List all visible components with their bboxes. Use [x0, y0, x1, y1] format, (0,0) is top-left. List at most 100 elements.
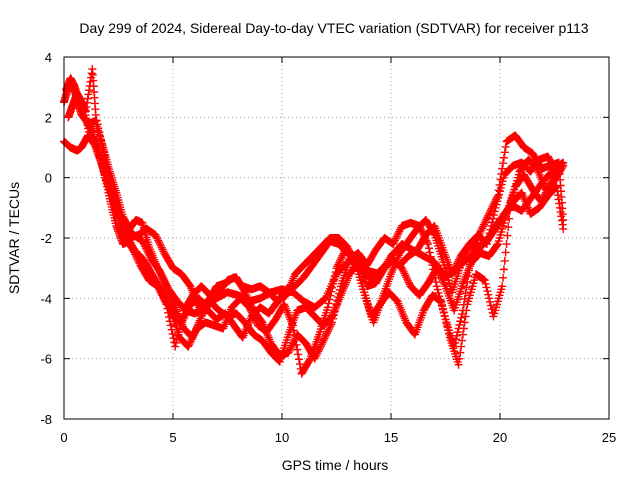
tick-labels: 0 5 10 15 20 25 -8 -6 -4 -2 0 2 4: [40, 50, 616, 445]
data-point: [404, 278, 413, 287]
data-point: [482, 283, 491, 292]
y-tick-label: -6: [40, 352, 52, 367]
data-point: [481, 279, 490, 288]
data-point: [328, 318, 337, 327]
data-point: [489, 200, 498, 209]
data-point: [185, 340, 194, 349]
data-point: [332, 264, 341, 273]
data-point: [335, 258, 344, 267]
data-point: [98, 143, 107, 152]
data-point: [505, 214, 514, 223]
data-point: [156, 287, 165, 296]
data-point: [320, 334, 329, 343]
data-point: [176, 320, 185, 329]
data-point: [462, 283, 471, 292]
data-point: [452, 261, 461, 270]
data-point: [155, 285, 164, 294]
data-point: [102, 160, 111, 169]
data-point: [152, 232, 161, 241]
y-tick-label: 2: [45, 110, 52, 125]
data-point: [153, 282, 162, 291]
data-point: [332, 300, 341, 309]
data-point: [456, 317, 465, 326]
data-point: [403, 275, 412, 284]
data-point: [324, 325, 333, 334]
data-point: [432, 264, 441, 273]
data-point: [295, 360, 304, 369]
data-point: [172, 338, 181, 347]
data-point: [288, 321, 297, 330]
data-point: [329, 275, 338, 284]
data-point: [161, 298, 170, 307]
data-point: [390, 238, 399, 247]
data-point: [436, 271, 445, 280]
data-point: [454, 257, 463, 266]
data-point: [156, 241, 165, 250]
data-point: [155, 238, 164, 247]
data-point: [315, 343, 324, 352]
data-point: [313, 349, 322, 358]
data-points: [60, 65, 568, 378]
data-point: [503, 231, 512, 240]
data-point: [321, 332, 330, 341]
data-point: [456, 348, 465, 357]
data-point: [172, 335, 181, 344]
data-point: [458, 336, 467, 345]
data-point: [327, 287, 336, 296]
data-point: [163, 304, 172, 313]
data-point: [96, 132, 105, 141]
data-point: [328, 283, 337, 292]
data-point: [395, 227, 404, 236]
data-point: [97, 139, 106, 148]
data-point: [154, 265, 163, 274]
data-point: [335, 256, 344, 265]
data-point: [494, 186, 503, 195]
data-point: [491, 197, 500, 206]
data-point: [448, 268, 457, 277]
data-point: [460, 294, 469, 303]
data-point: [453, 328, 462, 337]
data-point: [484, 211, 493, 220]
data-point: [335, 289, 344, 298]
data-point: [131, 250, 140, 259]
data-point: [132, 253, 141, 262]
x-tick-label: 20: [493, 430, 507, 445]
data-point: [458, 306, 467, 315]
data-point: [167, 325, 176, 334]
data-point: [490, 199, 499, 208]
data-point: [158, 293, 167, 302]
plot-frame: [63, 56, 610, 420]
data-point: [107, 187, 116, 196]
data-point: [427, 256, 436, 265]
data-point: [404, 276, 413, 285]
data-point: [324, 299, 333, 308]
data-point: [459, 300, 468, 309]
data-point: [97, 135, 106, 144]
data-point: [485, 209, 494, 218]
data-point: [431, 278, 440, 287]
data-point: [485, 297, 494, 306]
data-point: [186, 337, 195, 346]
data-point: [165, 317, 174, 326]
data-point: [322, 331, 331, 340]
data-point: [161, 280, 170, 289]
data-point: [138, 237, 147, 246]
x-tick-label: 10: [275, 430, 289, 445]
data-point: [105, 178, 114, 187]
data-point: [315, 345, 324, 354]
data-point: [319, 336, 328, 345]
data-point: [450, 342, 459, 351]
data-point: [128, 244, 137, 253]
data-point: [460, 318, 469, 327]
data-point: [171, 342, 180, 351]
data-point: [159, 294, 168, 303]
data-point: [389, 240, 398, 249]
data-point: [417, 227, 426, 236]
data-point: [434, 267, 443, 276]
data-point: [476, 227, 485, 236]
data-point: [166, 321, 175, 330]
data-point: [500, 148, 509, 157]
data-point: [310, 354, 319, 363]
data-point: [450, 264, 459, 273]
data-point: [333, 262, 342, 271]
